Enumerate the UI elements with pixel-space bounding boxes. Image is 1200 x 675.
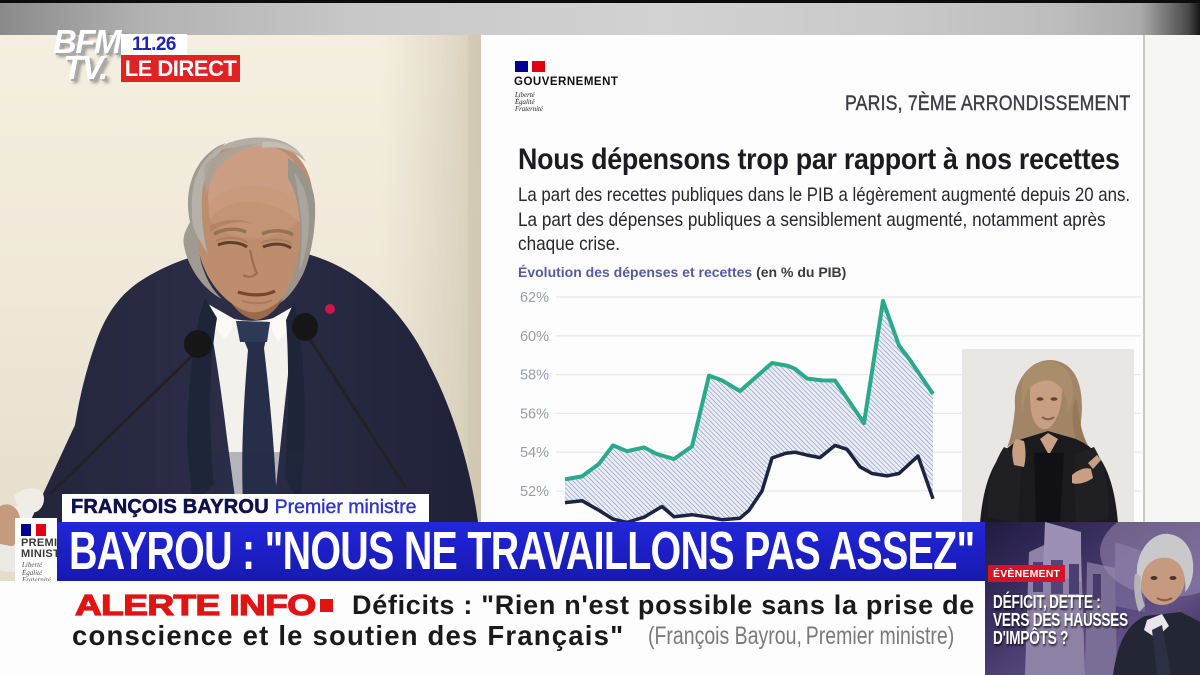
svg-text:56%: 56%	[520, 406, 549, 422]
svg-text:Fraternité: Fraternité	[514, 106, 544, 113]
svg-text:Liberté: Liberté	[514, 92, 536, 99]
svg-text:54%: 54%	[520, 445, 549, 461]
svg-text:GOUVERNEMENT: GOUVERNEMENT	[514, 76, 618, 88]
svg-text:62%: 62%	[520, 290, 549, 306]
svg-text:58%: 58%	[520, 368, 549, 384]
svg-text:Égalité: Égalité	[514, 98, 536, 106]
svg-text:52%: 52%	[520, 484, 549, 500]
svg-text:60%: 60%	[520, 329, 549, 345]
